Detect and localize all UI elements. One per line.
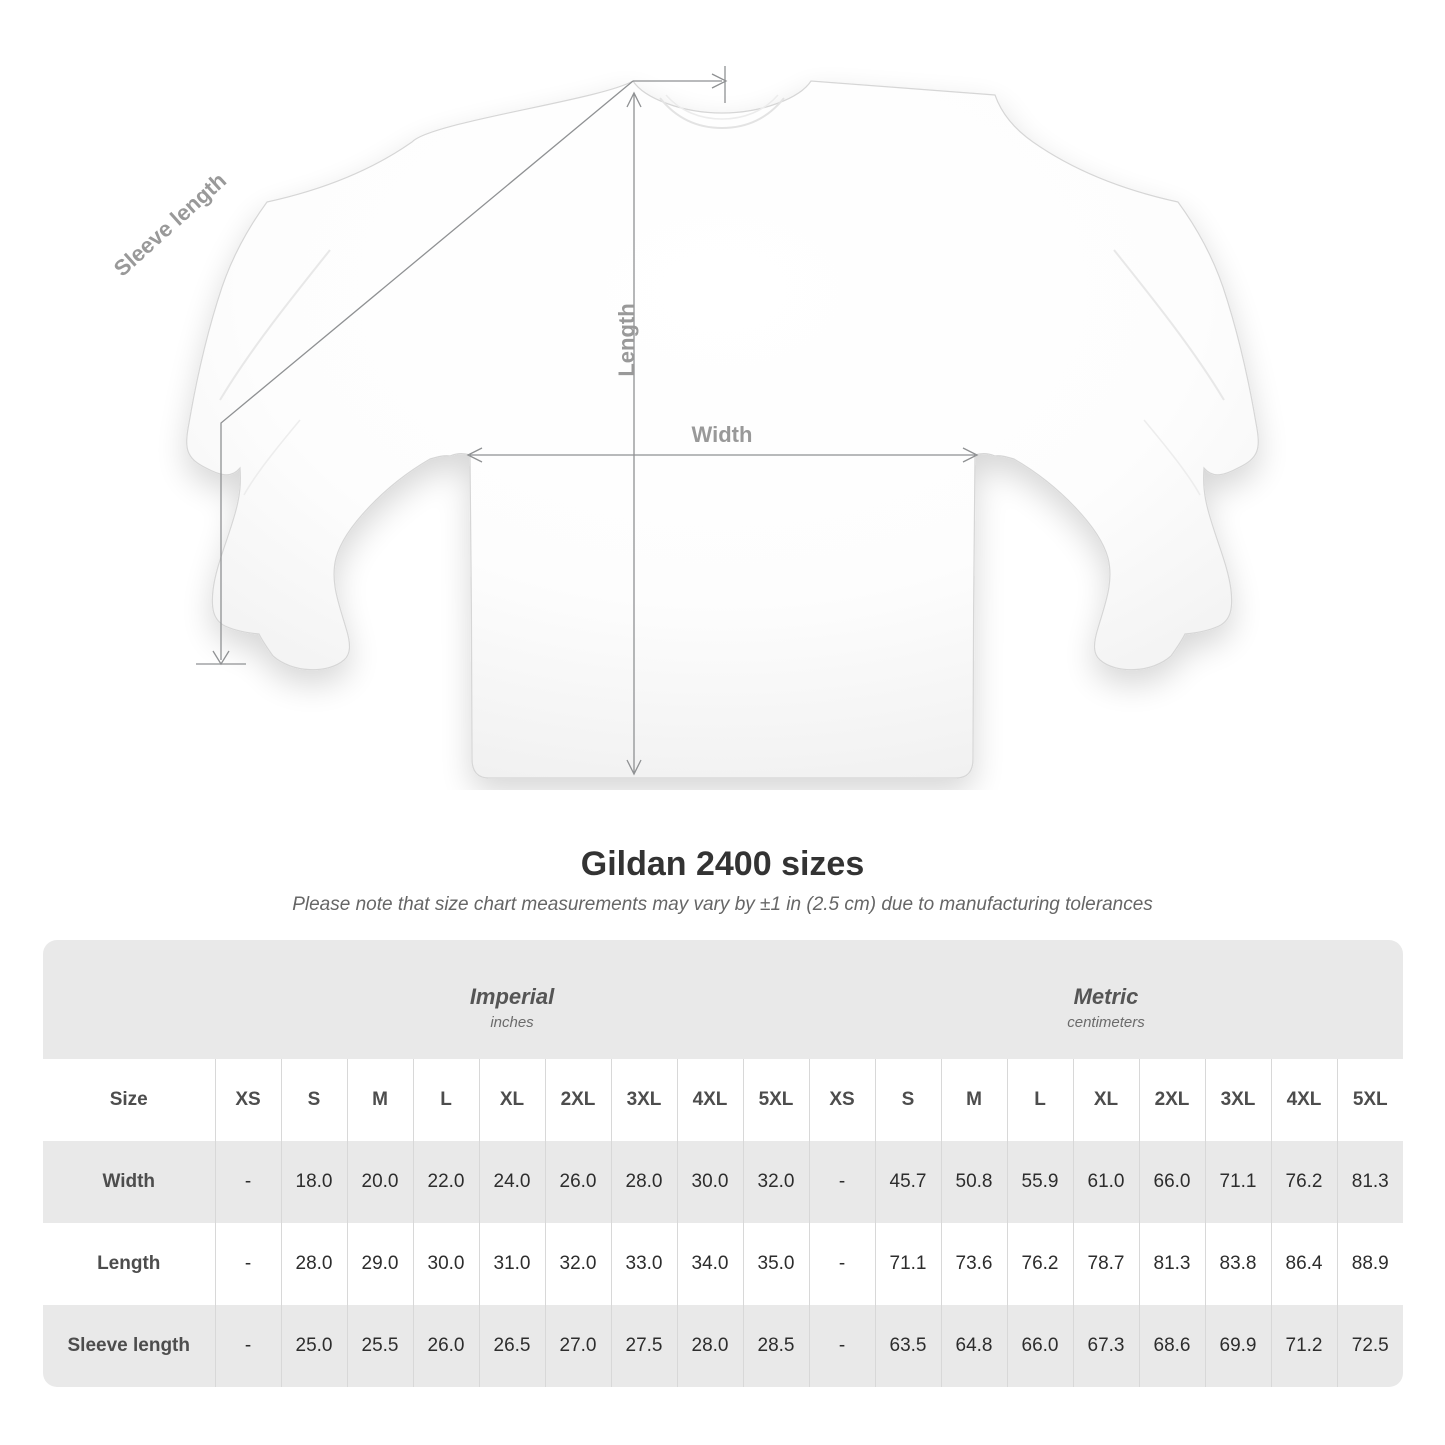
svg-text:Length: Length bbox=[614, 303, 639, 376]
svg-text:Sleeve length: Sleeve length bbox=[109, 168, 231, 281]
svg-text:Width: Width bbox=[692, 422, 753, 447]
